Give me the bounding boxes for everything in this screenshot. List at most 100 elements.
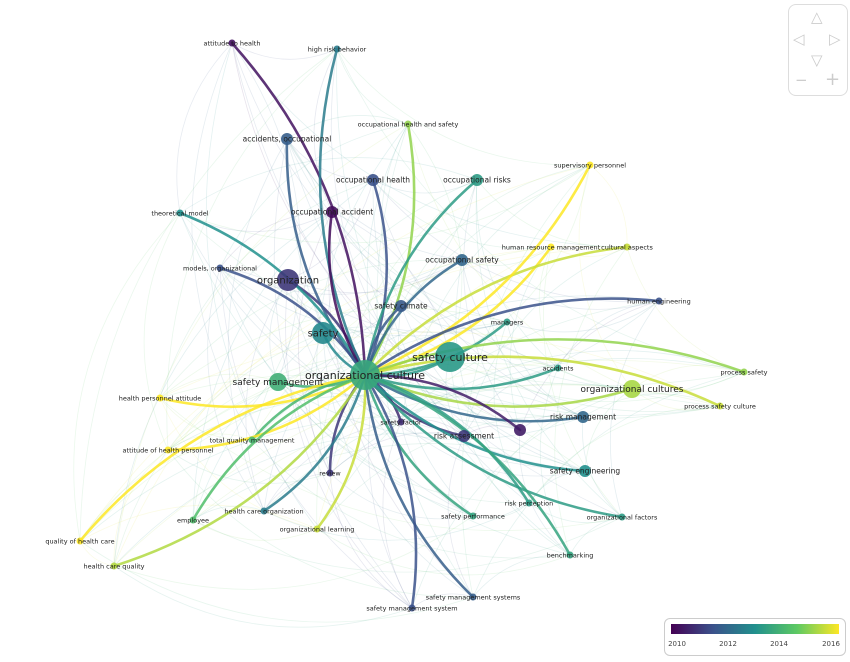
node-circle[interactable]	[269, 373, 287, 391]
node[interactable]: organization	[257, 269, 319, 291]
node-circle[interactable]	[164, 446, 172, 454]
pan-up-icon[interactable]: △	[811, 8, 823, 26]
node[interactable]: safety management system	[366, 604, 457, 612]
node[interactable]: organizational learning	[280, 525, 355, 533]
node-circle[interactable]	[277, 269, 299, 291]
node[interactable]: risk assessment	[434, 430, 494, 442]
node[interactable]: quality of health care	[45, 537, 114, 545]
node[interactable]: health care organization	[224, 507, 303, 515]
node-circle[interactable]	[503, 318, 511, 326]
node[interactable]: safety climate	[374, 300, 428, 312]
node-circle[interactable]	[514, 424, 526, 436]
node-circle[interactable]	[395, 300, 407, 312]
node-circle[interactable]	[281, 133, 293, 145]
node-circle[interactable]	[228, 39, 236, 47]
node[interactable]: organizational cultures	[581, 380, 684, 398]
pan-left-icon[interactable]: ◁	[793, 30, 805, 48]
node[interactable]	[514, 424, 526, 436]
node[interactable]: benchmarking	[547, 551, 594, 559]
node[interactable]: models, organizational	[183, 264, 257, 272]
node-circle[interactable]	[469, 512, 477, 520]
node-circle[interactable]	[623, 380, 641, 398]
node[interactable]: safety engineering	[550, 465, 621, 477]
node-circle[interactable]	[525, 499, 533, 507]
node[interactable]: safety	[308, 322, 339, 344]
node-circle[interactable]	[471, 174, 483, 186]
node-circle[interactable]	[326, 206, 338, 218]
node[interactable]: total quality management	[210, 436, 295, 444]
node[interactable]: supervisory personnel	[554, 161, 626, 169]
node-circle[interactable]	[350, 360, 380, 390]
faint-link	[159, 179, 374, 399]
node-circle[interactable]	[655, 297, 663, 305]
node-circle[interactable]	[76, 537, 84, 545]
node-circle[interactable]	[456, 254, 468, 266]
node[interactable]: review	[319, 469, 341, 477]
node-circle[interactable]	[586, 161, 594, 169]
node[interactable]: organizational culture	[305, 360, 425, 390]
node[interactable]: occupational health and safety	[358, 120, 459, 128]
node-circle[interactable]	[623, 243, 631, 251]
node-circle[interactable]	[566, 551, 574, 559]
node-circle[interactable]	[740, 368, 748, 376]
node-circle[interactable]	[547, 243, 555, 251]
node-circle[interactable]	[618, 513, 626, 521]
faint-link	[176, 42, 233, 214]
node[interactable]: occupational safety	[425, 254, 499, 266]
node-circle[interactable]	[435, 342, 465, 372]
node-circle[interactable]	[260, 507, 268, 515]
node[interactable]: process safety	[720, 368, 767, 376]
node[interactable]: safety factor	[380, 418, 421, 426]
node-circle[interactable]	[469, 593, 477, 601]
node-circle[interactable]	[189, 516, 197, 524]
node-circle[interactable]	[554, 364, 562, 372]
node[interactable]: human resource management	[502, 243, 601, 251]
node[interactable]: health care quality	[83, 562, 144, 570]
node-circle[interactable]	[716, 402, 724, 410]
node[interactable]: organizational factors	[587, 513, 658, 521]
node[interactable]: accidents, occupational	[243, 133, 332, 145]
node-circle[interactable]	[326, 469, 334, 477]
node-circle[interactable]	[156, 394, 164, 402]
node[interactable]: attitude to health	[204, 39, 261, 47]
node[interactable]: managers	[491, 318, 524, 326]
node[interactable]: attitude of health personnel	[123, 446, 214, 454]
node[interactable]: cultural aspects	[601, 243, 653, 251]
node-circle[interactable]	[579, 465, 591, 477]
node-circle[interactable]	[333, 45, 341, 53]
pan-right-icon[interactable]: ▷	[829, 30, 841, 48]
node-circle[interactable]	[367, 174, 379, 186]
node[interactable]: process safety culture	[684, 402, 756, 410]
node[interactable]: occupational risks	[443, 174, 511, 186]
node-circle[interactable]	[312, 322, 334, 344]
node-circle[interactable]	[176, 209, 184, 217]
faint-link	[329, 164, 591, 474]
node[interactable]: health personnel attitude	[119, 394, 202, 402]
node[interactable]: theoretical model	[151, 209, 208, 217]
node[interactable]: safety performance	[441, 512, 505, 520]
node[interactable]: employee	[177, 516, 209, 524]
node[interactable]: accidents	[542, 364, 574, 372]
node[interactable]: risk management	[550, 411, 616, 423]
node-circle[interactable]	[216, 264, 224, 272]
node-circle[interactable]	[404, 120, 412, 128]
node[interactable]: high risk behavior	[308, 45, 367, 53]
zoom-out-icon[interactable]: −	[795, 71, 808, 89]
zoom-in-icon[interactable]: +	[825, 69, 841, 90]
node-circle[interactable]	[458, 430, 470, 442]
node-circle[interactable]	[313, 525, 321, 533]
node[interactable]: human engineering	[627, 297, 691, 305]
node[interactable]: occupational accident	[291, 206, 373, 218]
node[interactable]: risk perception	[505, 499, 554, 507]
pan-down-icon[interactable]: ▽	[811, 51, 823, 69]
node-circle[interactable]	[248, 436, 256, 444]
node[interactable]: safety culture	[412, 342, 488, 372]
node-circle[interactable]	[397, 418, 405, 426]
node[interactable]: safety management	[233, 373, 324, 391]
node-circle[interactable]	[110, 562, 118, 570]
node-circle[interactable]	[577, 411, 589, 423]
node[interactable]: safety management systems	[426, 593, 521, 601]
node-circle[interactable]	[408, 604, 416, 612]
node[interactable]: occupational health	[336, 174, 410, 186]
